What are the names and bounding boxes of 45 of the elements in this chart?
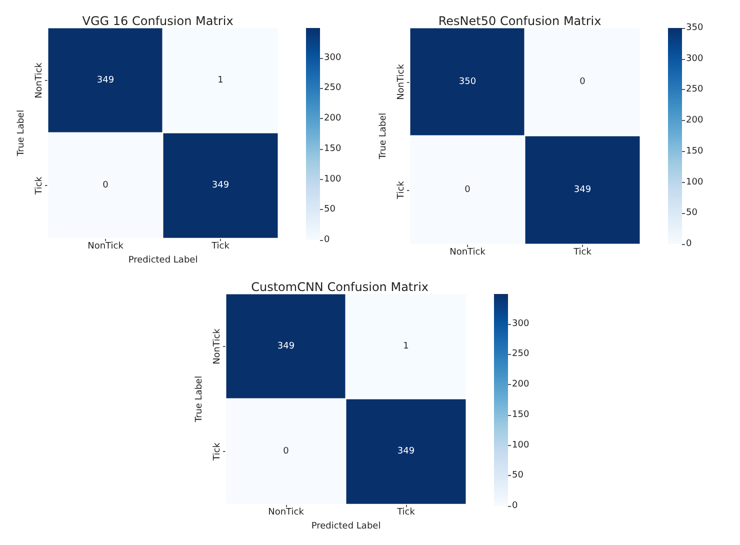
- color-bar-label: 100: [686, 177, 704, 188]
- data-label: 1: [218, 76, 224, 86]
- color-bar-label: 0: [324, 235, 330, 245]
- color-bar-label: 150: [512, 410, 530, 420]
- color-bar-label: 200: [512, 380, 530, 390]
- data-label: 1: [403, 342, 409, 352]
- color-bar-label: 50: [686, 208, 698, 218]
- color-bar-label: 300: [324, 52, 342, 63]
- data-label: 0: [102, 180, 109, 191]
- data-label: 349: [574, 185, 592, 195]
- color-bar-label: 250: [686, 84, 704, 95]
- color-bar-label: 300: [686, 54, 704, 64]
- color-bar-label: 100: [512, 440, 530, 450]
- data-label: 349: [277, 342, 295, 352]
- color-bar-label: 50: [324, 204, 336, 215]
- data-label: 0: [580, 77, 586, 87]
- y-axis-title: True Label: [194, 376, 204, 424]
- chart-title: VGG 16 Confusion Matrix: [82, 14, 234, 28]
- chart-title: CustomCNN Confusion Matrix: [251, 280, 429, 294]
- x-tick-label: NonTick: [88, 242, 124, 252]
- color-bar-label: 200: [686, 116, 704, 126]
- color-bar-label: 250: [512, 349, 530, 360]
- color-bar-label: 350: [686, 23, 704, 33]
- color-bar-label: 150: [686, 146, 704, 156]
- y-axis-title: True Label: [378, 112, 388, 160]
- color-bar-label: 300: [512, 318, 530, 329]
- y-axis-title: True Label: [16, 110, 26, 158]
- x-tick-label: Tick: [572, 248, 592, 258]
- x-tick-label: NonTick: [450, 248, 486, 258]
- chart-title: ResNet50 Confusion Matrix: [438, 14, 602, 28]
- data-label: 349: [212, 180, 230, 191]
- x-axis-title: Predicted Label: [128, 256, 198, 266]
- color-bar-label: 150: [324, 144, 342, 154]
- color-bar-label: 100: [324, 174, 342, 184]
- color-bar-label: 250: [324, 83, 342, 94]
- color-bar-label: 50: [512, 470, 524, 481]
- data-label: 349: [397, 446, 415, 457]
- data-label: 349: [96, 76, 114, 86]
- data-label: 0: [283, 446, 290, 457]
- data-label: 350: [458, 77, 476, 87]
- color-bar-label: 0: [686, 239, 692, 249]
- x-axis-title: Predicted Label: [311, 522, 381, 532]
- color-bar-label: 200: [324, 114, 342, 124]
- color-bar-label: 0: [512, 501, 518, 511]
- data-label: 0: [464, 185, 471, 195]
